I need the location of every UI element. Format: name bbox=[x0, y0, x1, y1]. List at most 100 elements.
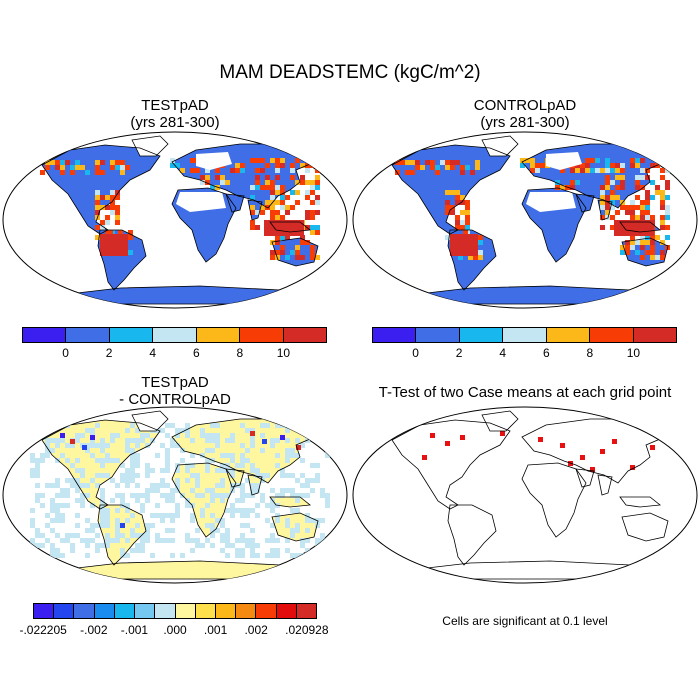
grid-cell bbox=[295, 453, 300, 458]
grid-cell bbox=[300, 240, 305, 245]
grid-cell bbox=[75, 160, 80, 165]
grid-cell bbox=[270, 250, 275, 255]
grid-cell bbox=[100, 438, 105, 443]
grid-cell bbox=[615, 185, 620, 190]
grid-cell bbox=[195, 478, 200, 483]
colorbar-swatch bbox=[155, 604, 176, 618]
grid-cell bbox=[160, 493, 165, 498]
grid-cell bbox=[135, 533, 140, 538]
grid-cell bbox=[115, 165, 120, 170]
grid-cell bbox=[50, 438, 55, 443]
grid-cell bbox=[220, 493, 225, 498]
grid-cell bbox=[220, 538, 225, 543]
grid-cell bbox=[210, 498, 215, 503]
grid-cell bbox=[130, 473, 135, 478]
grid-cell bbox=[230, 508, 235, 513]
grid-cell bbox=[55, 553, 60, 558]
grid-cell bbox=[115, 528, 120, 533]
grid-cell bbox=[275, 453, 280, 458]
grid-cell bbox=[170, 513, 175, 518]
grid-cell bbox=[150, 438, 155, 443]
grid-cell bbox=[290, 175, 295, 180]
grid-cell bbox=[630, 158, 635, 163]
grid-cell bbox=[80, 433, 85, 438]
grid-cell bbox=[35, 553, 40, 558]
tropical-high-cell bbox=[450, 234, 478, 256]
grid-cell bbox=[145, 538, 150, 543]
grid-cell bbox=[630, 215, 635, 220]
grid-cell bbox=[285, 195, 290, 200]
grid-cell bbox=[215, 423, 220, 428]
grid-cell bbox=[240, 463, 245, 468]
grid-cell bbox=[245, 493, 250, 498]
grid-cell bbox=[250, 483, 255, 488]
grid-cell bbox=[275, 163, 280, 168]
grid-cell bbox=[75, 533, 80, 538]
colorbar-tick-label: .001 bbox=[203, 623, 228, 637]
grid-cell bbox=[175, 468, 180, 473]
grid-cell bbox=[105, 523, 110, 528]
grid-cell bbox=[135, 473, 140, 478]
colorbar-swatch bbox=[276, 604, 297, 618]
grid-cell bbox=[245, 523, 250, 528]
grid-cell bbox=[620, 185, 625, 190]
grid-cell bbox=[45, 483, 50, 488]
grid-cell bbox=[170, 498, 175, 503]
grid-cell bbox=[305, 180, 310, 185]
colorbar-tick-label: -.001 bbox=[120, 623, 149, 637]
grid-cell bbox=[300, 538, 305, 543]
grid-cell bbox=[575, 163, 580, 168]
significant-cell bbox=[460, 435, 465, 440]
coastline-southAmerica bbox=[447, 504, 497, 566]
grid-cell bbox=[230, 458, 235, 463]
grid-cell bbox=[235, 538, 240, 543]
grid-cell bbox=[35, 543, 40, 548]
grid-cell bbox=[205, 463, 210, 468]
grid-cell bbox=[95, 458, 100, 463]
grid-cell bbox=[245, 428, 250, 433]
grid-cell bbox=[310, 463, 315, 468]
grid-cell bbox=[175, 508, 180, 513]
grid-cell bbox=[60, 160, 65, 165]
grid-cell bbox=[325, 493, 330, 498]
grid-cell bbox=[265, 553, 270, 558]
grid-cell bbox=[105, 513, 110, 518]
grid-cell bbox=[35, 423, 40, 428]
grid-cell bbox=[215, 468, 220, 473]
grid-cell bbox=[30, 508, 35, 513]
grid-cell bbox=[95, 190, 100, 195]
grid-cell bbox=[225, 508, 230, 513]
grid-cell bbox=[105, 543, 110, 548]
grid-cell bbox=[90, 528, 95, 533]
grid-cell bbox=[80, 538, 85, 543]
grid-cell bbox=[120, 523, 125, 528]
grid-cell bbox=[473, 255, 478, 260]
grid-cell bbox=[270, 205, 275, 210]
grid-cell bbox=[220, 478, 225, 483]
colorbar-swatch bbox=[135, 604, 156, 618]
grid-cell bbox=[315, 200, 320, 205]
grid-cell bbox=[80, 473, 85, 478]
grid-cell bbox=[105, 215, 110, 220]
grid-cell bbox=[610, 200, 615, 205]
grid-cell bbox=[185, 428, 190, 433]
grid-cell bbox=[310, 245, 315, 250]
grid-cell bbox=[275, 250, 280, 255]
grid-cell bbox=[595, 158, 600, 163]
grid-cell bbox=[160, 478, 165, 483]
grid-cell bbox=[255, 488, 260, 493]
grid-cell bbox=[430, 165, 435, 170]
coastline-southAmerica bbox=[97, 504, 147, 566]
grid-cell bbox=[45, 453, 50, 458]
grid-cell bbox=[205, 175, 210, 180]
grid-cell bbox=[205, 433, 210, 438]
grid-cell bbox=[665, 235, 670, 240]
coastline-indonesia bbox=[269, 221, 312, 233]
grid-cell bbox=[100, 195, 105, 200]
colorbar-swatch bbox=[109, 328, 154, 342]
grid-cell bbox=[230, 453, 235, 458]
grid-cell bbox=[305, 493, 310, 498]
test-title-line1: TESTpAD bbox=[141, 97, 209, 114]
significant-cell bbox=[500, 431, 505, 436]
grid-cell bbox=[175, 478, 180, 483]
